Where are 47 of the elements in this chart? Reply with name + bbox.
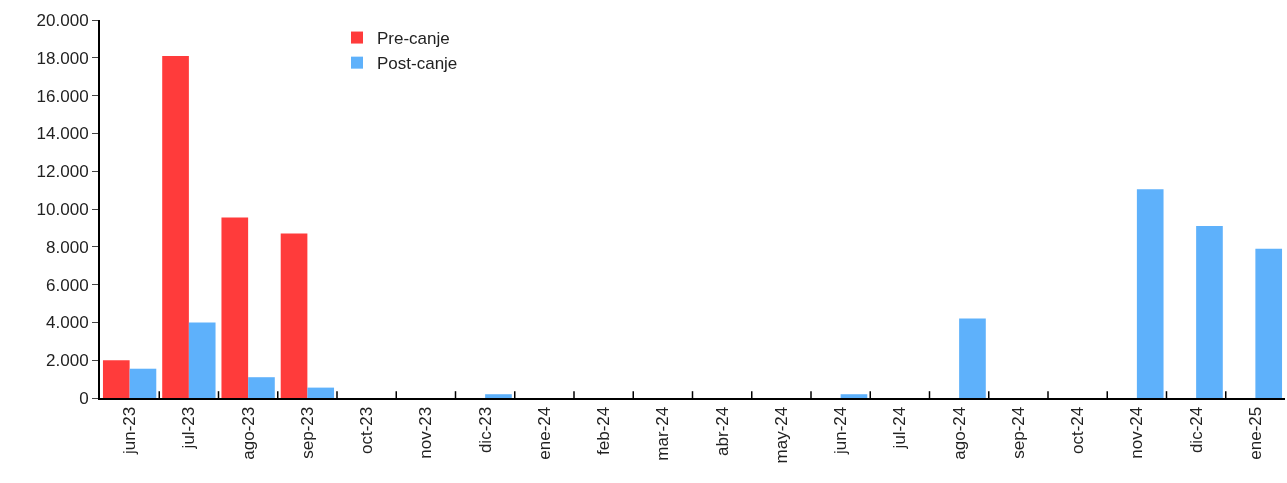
x-tick-label: sep-24 [1008,406,1028,459]
y-tick-label: 16.000 [36,86,89,106]
x-tick-label: jun-24 [831,406,851,456]
bar [102,360,130,398]
x-tick-label: ago-23 [238,406,258,460]
bar [248,377,275,398]
x-tick-label: may-24 [771,406,791,464]
x-tick-label: ene-25 [1245,406,1265,460]
legend-label: Post-canje [377,54,458,74]
x-tick-label: ene-24 [534,406,554,460]
x-tick-label: jun-23 [120,406,140,456]
bar [485,394,512,398]
bar [129,368,157,398]
y-tick-label: 8.000 [46,237,89,257]
x-tick-label: nov-24 [1127,406,1147,459]
bar [307,387,335,398]
bar [1255,248,1283,398]
bar [162,55,189,398]
y-tick-label: 18.000 [36,48,89,68]
bar [959,318,986,398]
x-tick-label: oct-24 [1068,406,1088,455]
y-tick-label: 12.000 [36,162,89,182]
bar [1136,189,1164,398]
legend-label: Pre-canje [377,29,450,49]
y-tick-label: 2.000 [46,351,89,371]
bar [221,217,249,398]
y-tick-label: 6.000 [46,275,89,295]
x-tick-label: nov-23 [416,406,436,459]
y-tick-label: 14.000 [36,124,89,144]
x-tick-label: oct-23 [357,406,377,455]
x-tick-label: mar-24 [653,406,673,461]
x-tick-label: feb-24 [594,406,614,455]
x-tick-label: dic-24 [1186,406,1206,454]
bar [280,233,308,398]
bar [840,394,868,398]
x-tick-label: dic-23 [475,406,495,454]
x-tick-label: jul-24 [890,406,910,450]
y-tick-label: 10.000 [36,199,89,219]
bar [188,322,216,398]
y-tick-label: 20.000 [36,10,89,30]
y-tick-label: 0 [79,388,89,408]
x-tick-label: sep-23 [297,406,317,459]
bar [1196,226,1223,398]
x-tick-label: jul-23 [179,406,199,450]
y-tick-label: 4.000 [46,313,89,333]
x-tick-label: abr-24 [712,406,732,456]
x-tick-label: ago-24 [949,406,969,460]
